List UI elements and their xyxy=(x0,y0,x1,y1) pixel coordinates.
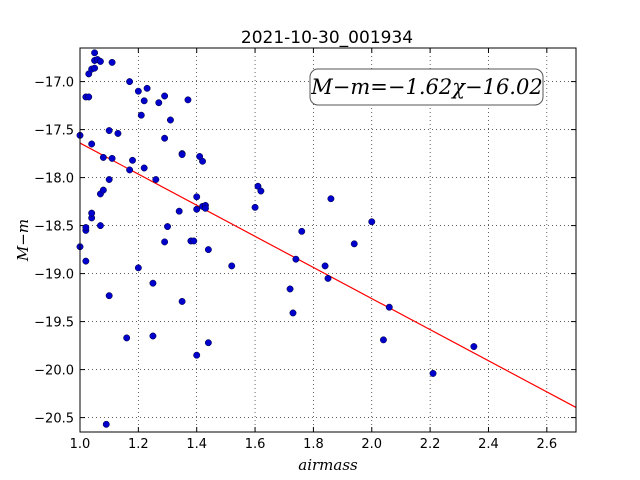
data-point xyxy=(202,204,209,212)
data-point xyxy=(91,64,99,72)
data-point xyxy=(286,285,294,293)
plot-area xyxy=(80,48,576,432)
data-point xyxy=(292,255,300,263)
x-tick-label: 1.0 xyxy=(70,437,91,452)
data-point xyxy=(108,154,116,162)
data-point xyxy=(257,187,265,195)
data-point xyxy=(204,339,212,347)
data-point xyxy=(108,58,116,66)
data-point xyxy=(166,116,174,124)
data-point xyxy=(324,274,332,282)
data-point xyxy=(161,134,169,142)
data-point xyxy=(385,303,393,311)
y-tick-label: −18.0 xyxy=(34,172,74,187)
x-axis-label: airmass xyxy=(298,456,358,474)
annotation-text: M−m=−1.62χ−16.02 xyxy=(310,75,542,99)
data-point xyxy=(161,238,169,246)
data-point xyxy=(99,186,107,194)
data-point xyxy=(184,96,192,104)
data-point xyxy=(350,240,358,248)
y-tick-label: −20.5 xyxy=(34,412,74,427)
data-point xyxy=(82,224,90,231)
data-point xyxy=(321,262,329,270)
data-point xyxy=(143,84,151,92)
data-point xyxy=(102,420,110,428)
data-points xyxy=(76,49,478,428)
data-point xyxy=(164,223,171,231)
data-point xyxy=(178,151,186,159)
data-point xyxy=(99,153,107,161)
x-tick-label: 2.4 xyxy=(478,437,499,452)
data-point xyxy=(123,334,131,342)
data-point xyxy=(204,246,212,254)
data-point xyxy=(175,207,183,215)
data-point xyxy=(88,140,96,148)
data-point xyxy=(134,264,142,272)
y-tick-label: −18.5 xyxy=(34,220,74,235)
x-tick-label: 1.4 xyxy=(186,437,207,452)
data-point xyxy=(96,57,104,65)
data-point xyxy=(199,157,206,165)
data-point xyxy=(251,203,259,211)
data-point xyxy=(114,129,122,137)
x-tick-labels: 1.0 1.2 1.4 1.6 1.8 2.0 2.2 2.4 2.6 xyxy=(70,437,558,452)
data-point xyxy=(134,87,142,95)
chart-title: 2021-10-30_001934 xyxy=(241,28,413,48)
data-point xyxy=(140,164,148,172)
data-point xyxy=(105,292,113,300)
y-tick-label: −20.0 xyxy=(34,364,74,379)
x-tick-label: 2.0 xyxy=(361,437,382,452)
data-point xyxy=(105,127,113,135)
data-point xyxy=(470,343,478,351)
data-point xyxy=(126,166,134,174)
data-point xyxy=(85,93,93,101)
y-tick-label: −19.0 xyxy=(34,268,74,283)
data-point xyxy=(289,309,297,317)
x-tick-label: 2.2 xyxy=(420,437,441,452)
data-point xyxy=(193,205,201,213)
data-point xyxy=(379,336,387,344)
x-tick-label: 2.6 xyxy=(536,437,557,452)
data-point xyxy=(91,49,99,57)
y-tick-label: −17.0 xyxy=(34,76,74,91)
x-tick-label: 1.8 xyxy=(303,437,324,452)
y-axis-label: M−m xyxy=(14,219,32,262)
data-point xyxy=(368,218,376,226)
x-tick-label: 1.2 xyxy=(128,437,149,452)
annotation-box: M−m=−1.62χ−16.02 xyxy=(309,68,544,106)
data-point xyxy=(429,369,437,377)
data-point xyxy=(193,193,201,201)
data-point xyxy=(327,195,335,203)
data-point xyxy=(137,111,145,119)
data-point xyxy=(149,279,157,287)
data-point xyxy=(105,176,113,183)
data-point xyxy=(88,209,96,217)
data-point xyxy=(96,222,104,230)
y-tick-label: −19.5 xyxy=(34,316,74,331)
y-tick-label: −17.5 xyxy=(34,124,74,139)
data-point xyxy=(161,92,169,100)
data-point xyxy=(126,78,134,86)
data-point xyxy=(149,332,157,340)
data-point xyxy=(178,297,186,305)
y-tick-labels: −17.0 −17.5 −18.0 −18.5 −19.0 −19.5 −20.0 −20.5 xyxy=(34,76,74,427)
data-point xyxy=(298,227,306,235)
data-point xyxy=(193,351,201,359)
data-point xyxy=(82,257,90,265)
data-point xyxy=(140,97,148,105)
data-point xyxy=(190,237,198,245)
x-tick-label: 1.6 xyxy=(245,437,266,452)
data-point xyxy=(129,156,136,164)
data-point xyxy=(152,176,160,183)
data-point xyxy=(228,262,236,270)
plot-frame xyxy=(79,47,577,433)
data-point xyxy=(155,99,163,107)
